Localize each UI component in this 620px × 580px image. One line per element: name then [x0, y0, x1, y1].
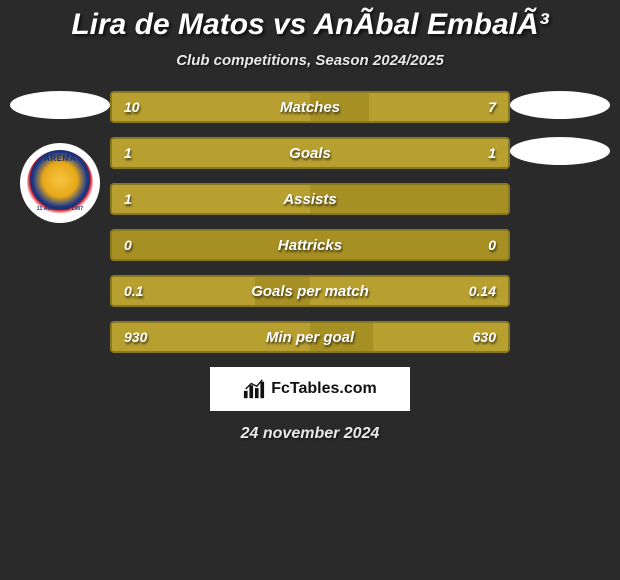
stat-label: Matches — [280, 99, 340, 116]
page-subtitle: Club competitions, Season 2024/2025 — [176, 52, 444, 69]
stat-row: 1 Assists — [110, 183, 510, 215]
stats-section: 10 Matches 7 1 Goals 1 1 Assists 0 Hattricks 0 0.1 G… — [0, 91, 620, 353]
stat-label: Goals — [289, 145, 331, 162]
stat-value-right: 7 — [488, 99, 496, 115]
stat-value-right: 1 — [488, 145, 496, 161]
branding-badge[interactable]: FcTables.com — [210, 367, 410, 411]
arema-logo-icon — [27, 150, 93, 216]
stat-label: Assists — [283, 191, 336, 208]
stat-row: 1 Goals 1 — [110, 137, 510, 169]
stat-label: Min per goal — [266, 329, 354, 346]
stat-value-left: 1 — [124, 191, 132, 207]
stat-fill-left — [112, 185, 310, 213]
stat-row: 10 Matches 7 — [110, 91, 510, 123]
player-right-club-placeholder — [510, 137, 610, 165]
stat-value-left: 1 — [124, 145, 132, 161]
stat-value-left: 10 — [124, 99, 140, 115]
bar-chart-icon — [243, 378, 265, 400]
page-title: Lira de Matos vs AnÃ­bal EmbalÃ³ — [71, 8, 548, 42]
stat-label: Hattricks — [278, 237, 342, 254]
stat-row: 0.1 Goals per match 0.14 — [110, 275, 510, 307]
player-right-avatar-placeholder — [510, 91, 610, 119]
stat-label: Goals per match — [251, 283, 369, 300]
stat-value-left: 0 — [124, 237, 132, 253]
stats-inner: 10 Matches 7 1 Goals 1 1 Assists 0 Hattricks 0 0.1 G… — [110, 91, 510, 353]
stat-value-right: 0 — [488, 237, 496, 253]
stat-fill-right — [310, 139, 508, 167]
stat-fill-left — [112, 139, 310, 167]
player-left-club-logo — [20, 143, 100, 223]
comparison-widget: Lira de Matos vs AnÃ­bal EmbalÃ³ Club co… — [0, 0, 620, 580]
stat-row: 930 Min per goal 630 — [110, 321, 510, 353]
stat-row: 0 Hattricks 0 — [110, 229, 510, 261]
stat-value-left: 0.1 — [124, 283, 143, 299]
player-left-avatar-placeholder — [10, 91, 110, 119]
stat-value-right: 0.14 — [469, 283, 496, 299]
stat-value-right: 630 — [473, 329, 496, 345]
branding-text: FcTables.com — [271, 380, 377, 398]
stat-value-left: 930 — [124, 329, 147, 345]
date-label: 24 november 2024 — [241, 425, 380, 443]
stat-rows: 10 Matches 7 1 Goals 1 1 Assists 0 Hattricks 0 0.1 G… — [110, 91, 510, 353]
